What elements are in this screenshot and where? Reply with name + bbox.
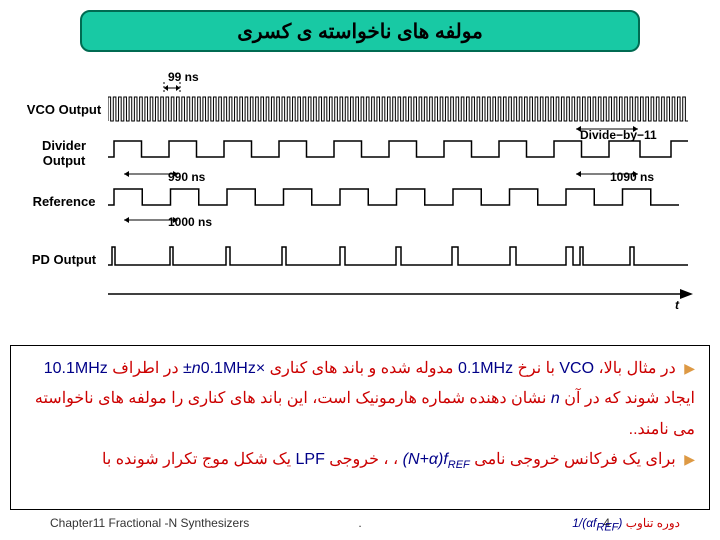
dim-arrow-990 bbox=[120, 167, 185, 181]
t-axis bbox=[108, 284, 698, 304]
dim-arrow-1000 bbox=[120, 213, 185, 227]
text-body: ▶ در مثال بالا، VCO با نرخ 0.1MHz مدوله … bbox=[10, 345, 710, 510]
wave-divider bbox=[108, 137, 688, 171]
wave-reference bbox=[108, 185, 688, 219]
bullet-1: ▶ در مثال بالا، VCO با نرخ 0.1MHz مدوله … bbox=[25, 354, 695, 445]
dim-arrow-div11 bbox=[572, 122, 644, 136]
label-vco: VCO Output bbox=[20, 103, 108, 118]
bullet-2: ▶ برای یک فرکانس خروجی نامی (N+α)fREF ، … bbox=[25, 445, 695, 476]
footer-dot: . bbox=[358, 516, 361, 530]
wave-pd bbox=[108, 243, 688, 277]
bullet-icon: ▶ bbox=[684, 360, 695, 376]
label-reference: Reference bbox=[20, 195, 108, 210]
row-pd: PD Output bbox=[20, 240, 700, 280]
footer-chapter: Chapter11 Fractional -N Synthesizers bbox=[50, 516, 249, 530]
title-text: مولفه های ناخواسته ی کسری bbox=[237, 19, 483, 44]
label-pd: PD Output bbox=[20, 253, 108, 268]
timing-diagram: 99 ns 990 ns 1090 ns Divide−by−11 1000 n… bbox=[20, 70, 700, 330]
dim-arrow-1090 bbox=[572, 167, 644, 181]
page-title: مولفه های ناخواسته ی کسری bbox=[80, 10, 640, 52]
label-divider: Divider Output bbox=[20, 139, 108, 169]
footer: Chapter11 Fractional -N Synthesizers . 4… bbox=[0, 516, 720, 534]
dim-arrow-99 bbox=[160, 82, 200, 100]
bullet-icon: ▶ bbox=[684, 451, 695, 467]
footer-right: دوره تناوب 1/(αfREF) bbox=[572, 516, 680, 533]
